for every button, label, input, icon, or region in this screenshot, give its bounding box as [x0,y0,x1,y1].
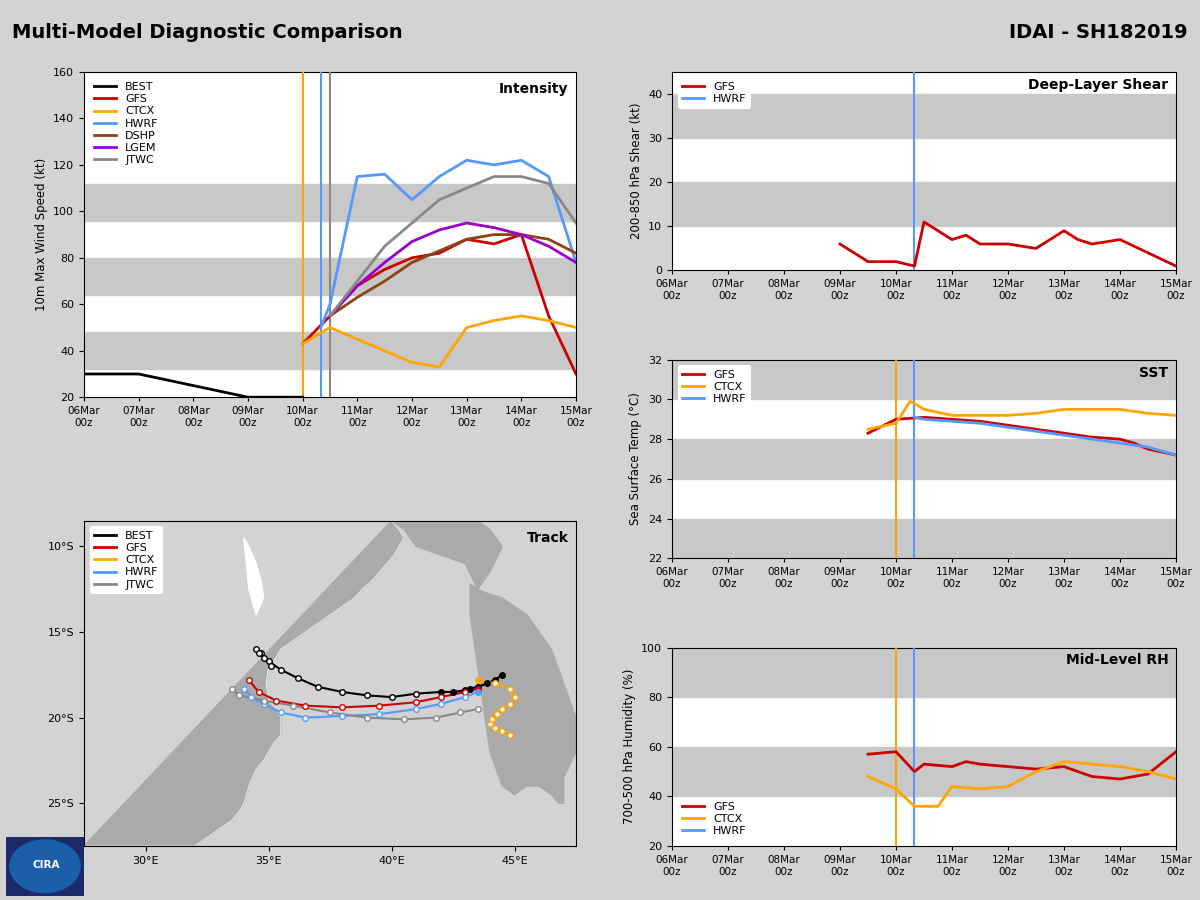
Bar [672,360,1176,400]
Text: IDAI - SH182019: IDAI - SH182019 [1009,22,1188,41]
Polygon shape [84,521,404,846]
Polygon shape [244,538,264,615]
Text: SST: SST [1140,365,1169,380]
Bar [672,747,1176,796]
Bar [84,332,576,369]
Polygon shape [10,840,80,893]
Text: Mid-Level RH: Mid-Level RH [1066,653,1169,668]
Bar [672,183,1176,227]
Legend: BEST, GFS, CTCX, HWRF, JTWC: BEST, GFS, CTCX, HWRF, JTWC [90,526,163,594]
Bar [672,439,1176,479]
Bar [672,518,1176,558]
Legend: GFS, CTCX, HWRF: GFS, CTCX, HWRF [678,797,751,841]
Text: Deep-Layer Shear: Deep-Layer Shear [1028,78,1169,92]
Y-axis label: Sea Surface Temp (°C): Sea Surface Temp (°C) [630,392,642,526]
Text: Multi-Model Diagnostic Comparison: Multi-Model Diagnostic Comparison [12,22,403,41]
Y-axis label: 200-850 hPa Shear (kt): 200-850 hPa Shear (kt) [630,103,642,239]
Text: CIRA: CIRA [32,860,60,870]
Legend: GFS, HWRF: GFS, HWRF [678,77,751,109]
Polygon shape [470,584,576,803]
Polygon shape [391,521,503,590]
Bar [84,257,576,295]
Bar [672,94,1176,139]
Text: Track: Track [527,530,569,544]
Y-axis label: 700-500 hPa Humidity (%): 700-500 hPa Humidity (%) [623,669,636,824]
Legend: BEST, GFS, CTCX, HWRF, DSHP, LGEM, JTWC: BEST, GFS, CTCX, HWRF, DSHP, LGEM, JTWC [90,77,163,170]
Bar [84,184,576,220]
Bar [672,647,1176,698]
Text: Intensity: Intensity [499,82,569,95]
Y-axis label: 10m Max Wind Speed (kt): 10m Max Wind Speed (kt) [35,158,48,311]
Legend: GFS, CTCX, HWRF: GFS, CTCX, HWRF [678,365,751,409]
